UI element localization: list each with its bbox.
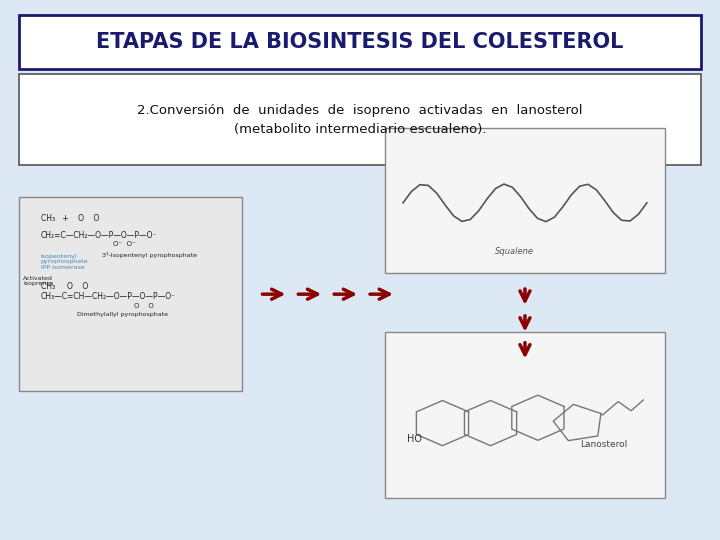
Text: IPP isomerase: IPP isomerase [41,265,84,270]
Text: CH₃—C=CH—CH₂—O—P—O—P—O⁻: CH₃—C=CH—CH₂—O—P—O—P—O⁻ [41,292,176,301]
FancyBboxPatch shape [19,15,701,69]
Text: O    O: O O [134,303,154,309]
Text: Squalene: Squalene [495,247,534,256]
Text: CH₂=C—CH₂—O—P—O—P—O⁻: CH₂=C—CH₂—O—P—O—P—O⁻ [41,231,158,240]
Text: 3²-Isopentenyl pyrophosphate: 3²-Isopentenyl pyrophosphate [102,253,197,259]
FancyBboxPatch shape [19,198,242,391]
Text: Activated: Activated [23,275,53,281]
Text: ETAPAS DE LA BIOSINTESIS DEL COLESTEROL: ETAPAS DE LA BIOSINTESIS DEL COLESTEROL [96,32,624,52]
Text: Lanosterol: Lanosterol [580,440,628,449]
Text: CH₃   +    O    O: CH₃ + O O [41,214,99,224]
Text: HO: HO [407,434,422,444]
Text: 2.Conversión  de  unidades  de  isopreno  activadas  en  lanosterol
(metabolito : 2.Conversión de unidades de isopreno act… [138,104,582,136]
FancyBboxPatch shape [19,74,701,165]
Text: CH₃     O    O: CH₃ O O [41,282,88,291]
Text: isopentenyl: isopentenyl [41,254,78,259]
Text: O⁻  O⁻: O⁻ O⁻ [112,241,135,247]
Text: Dimethylallyl pyrophosphate: Dimethylallyl pyrophosphate [77,312,168,316]
Text: isoprenes: isoprenes [23,281,53,286]
Text: pyrophosphate: pyrophosphate [41,259,89,265]
FancyBboxPatch shape [385,127,665,273]
FancyBboxPatch shape [385,332,665,498]
